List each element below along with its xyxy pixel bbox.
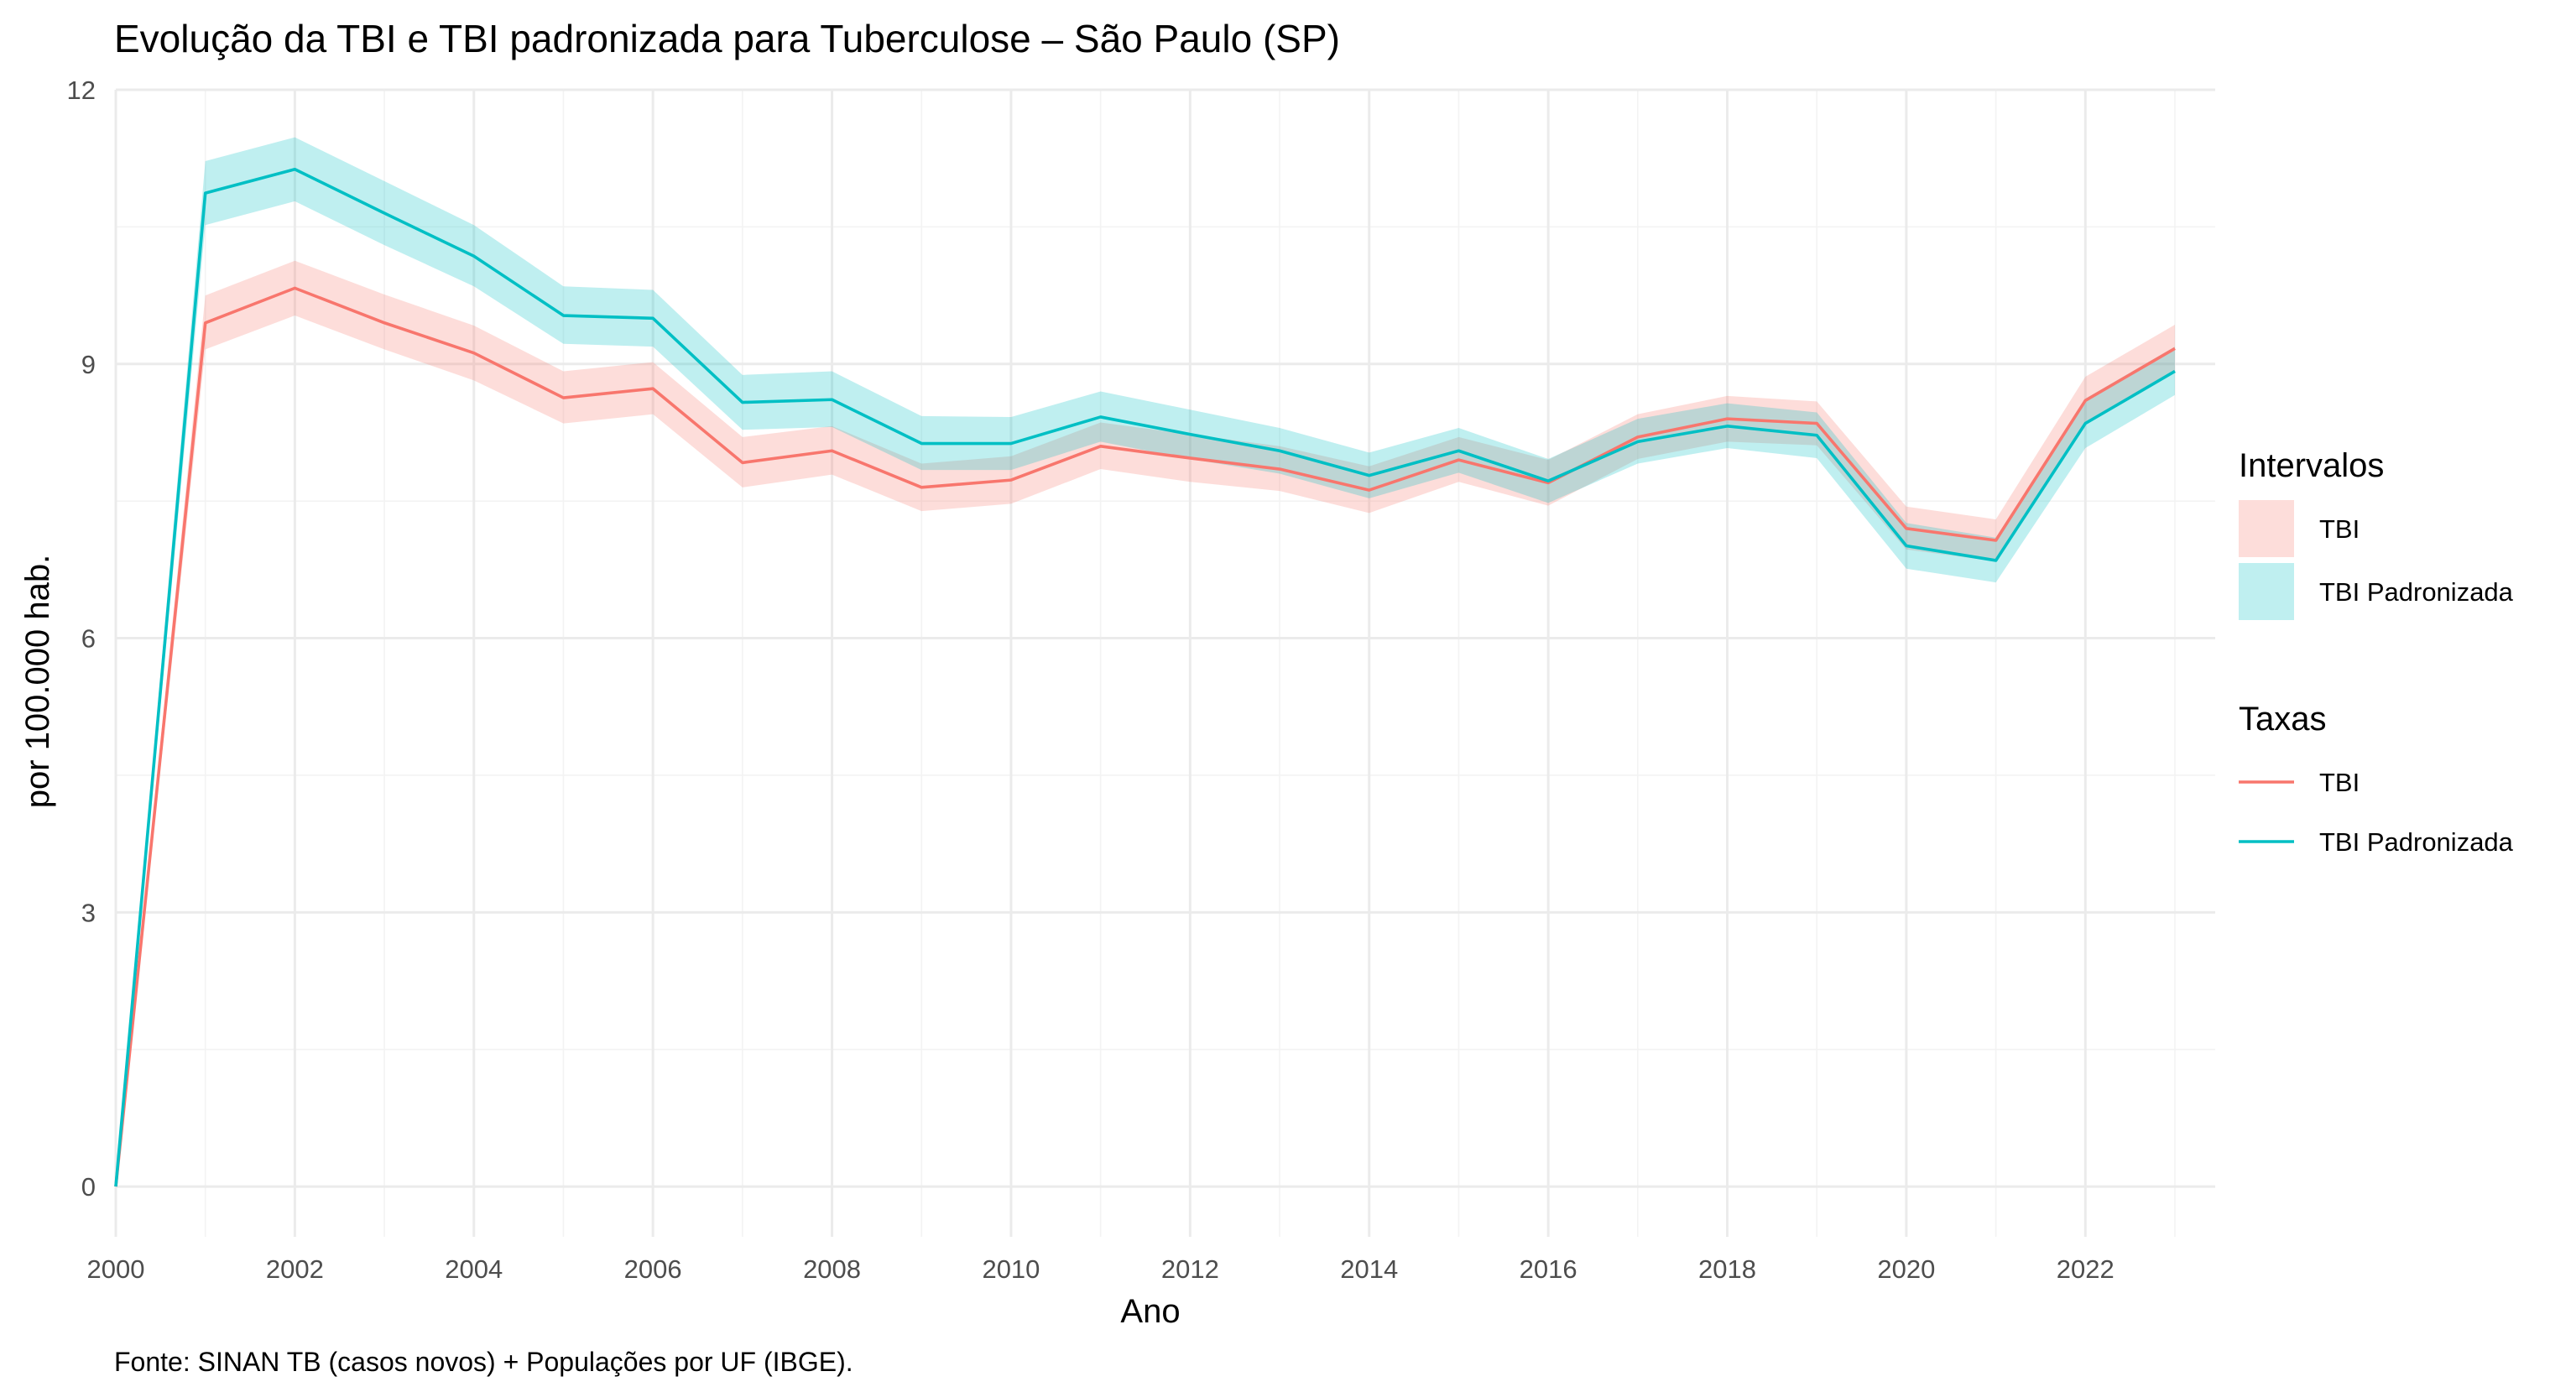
x-tick-label: 2006 xyxy=(624,1254,682,1284)
legend-rates: Taxas TBI TBI Padronizada xyxy=(2239,701,2514,857)
x-tick-label: 2020 xyxy=(1877,1254,1935,1284)
x-tick-label: 2000 xyxy=(87,1254,145,1284)
ribbon-tbi-padronizada xyxy=(116,137,2175,1187)
x-tick-label: 2008 xyxy=(803,1254,861,1284)
major-gridlines xyxy=(114,88,2215,1237)
legend-rates-title: Taxas xyxy=(2239,701,2327,738)
x-tick-label: 2002 xyxy=(266,1254,324,1284)
legend-item-tbi-line: TBI xyxy=(2319,768,2360,797)
legend-intervals-title: Intervalos xyxy=(2239,447,2384,484)
x-tick-label: 2022 xyxy=(2057,1254,2115,1284)
x-tick-label: 2012 xyxy=(1161,1254,1219,1284)
minor-gridlines xyxy=(116,90,2215,1237)
y-tick-label: 12 xyxy=(67,76,96,105)
legend-item-tbi-padronizada-line: TBI Padronizada xyxy=(2319,827,2514,857)
legend-swatch-tbi-padronizada-ribbon xyxy=(2239,563,2294,620)
legend-swatch-tbi-ribbon xyxy=(2239,500,2294,557)
x-axis-tick-labels: 2000 2002 2004 2006 2008 2010 2012 2014 2016 2018… xyxy=(87,1254,2115,1284)
y-tick-label: 6 xyxy=(81,624,96,654)
y-tick-label: 3 xyxy=(81,898,96,927)
x-tick-label: 2016 xyxy=(1520,1254,1577,1284)
series-lines xyxy=(114,167,2176,1187)
chart-caption: Fonte: SINAN TB (casos novos) + Populaçõ… xyxy=(114,1347,853,1377)
legend-item-tbi-ribbon: TBI xyxy=(2319,514,2360,544)
x-tick-label: 2014 xyxy=(1340,1254,1398,1284)
x-tick-label: 2018 xyxy=(1698,1254,1756,1284)
chart-title: Evolução da TBI e TBI padronizada para T… xyxy=(114,17,1340,60)
ribbon-tbi xyxy=(116,260,2175,1187)
confidence-ribbons xyxy=(116,137,2175,1187)
y-tick-label: 0 xyxy=(81,1172,96,1202)
y-axis-tick-labels: 0 3 6 9 12 xyxy=(67,76,96,1202)
x-tick-label: 2010 xyxy=(982,1254,1040,1284)
legend-item-tbi-padronizada-ribbon: TBI Padronizada xyxy=(2319,577,2514,607)
line-tbi xyxy=(114,286,2176,1187)
x-tick-label: 2004 xyxy=(445,1254,503,1284)
x-axis-title: Ano xyxy=(1120,1293,1180,1330)
legend-intervals: Intervalos TBI TBI Padronizada xyxy=(2239,447,2514,620)
line-tbi-padronizada xyxy=(114,167,2176,1187)
y-tick-label: 9 xyxy=(81,350,96,379)
y-axis-title: por 100.000 hab. xyxy=(19,555,56,808)
